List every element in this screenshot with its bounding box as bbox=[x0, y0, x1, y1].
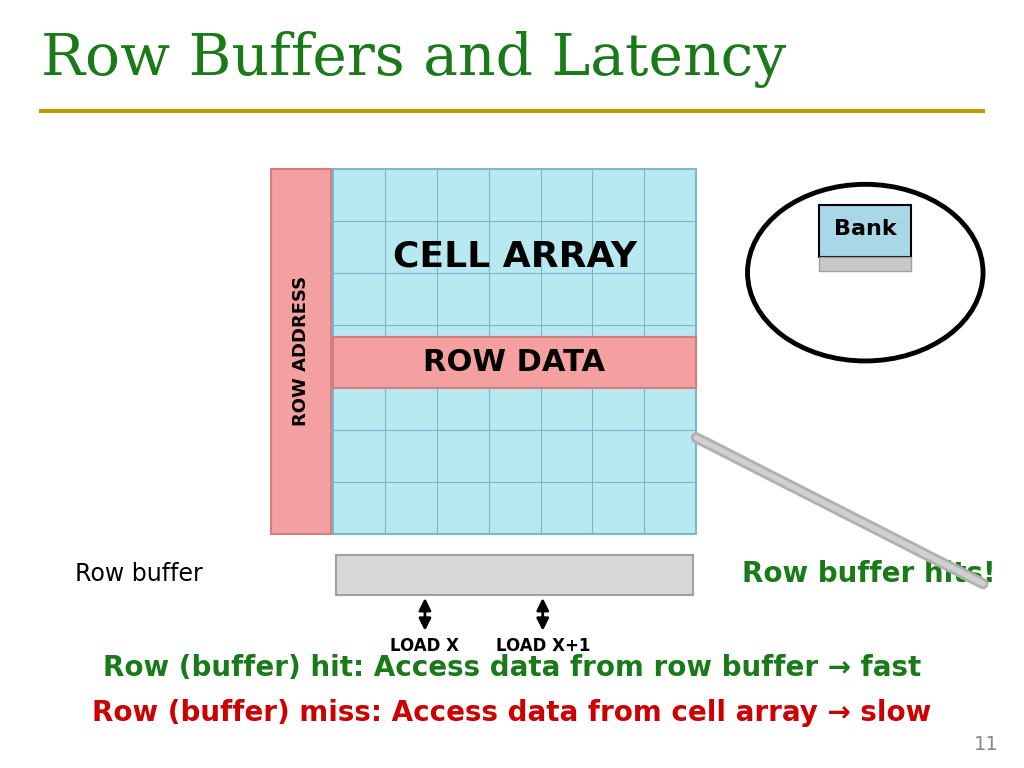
Bar bbox=[333, 169, 696, 534]
Text: Row buffer hits!: Row buffer hits! bbox=[742, 561, 996, 588]
Text: Row buffer: Row buffer bbox=[75, 562, 203, 587]
Text: CELL ARRAY: CELL ARRAY bbox=[392, 240, 637, 273]
Text: Row (buffer) miss: Access data from cell array → slow: Row (buffer) miss: Access data from cell… bbox=[92, 699, 932, 727]
Text: LOAD X+1: LOAD X+1 bbox=[496, 637, 590, 655]
Circle shape bbox=[748, 184, 983, 361]
Text: Row (buffer) hit: Access data from row buffer → fast: Row (buffer) hit: Access data from row b… bbox=[102, 654, 922, 682]
Text: LOAD X: LOAD X bbox=[390, 637, 460, 655]
Text: ROW ADDRESS: ROW ADDRESS bbox=[292, 276, 310, 426]
Bar bbox=[333, 337, 696, 388]
Text: Bank: Bank bbox=[834, 219, 897, 239]
Bar bbox=[819, 205, 911, 257]
Bar bbox=[819, 257, 911, 271]
Bar bbox=[271, 169, 331, 534]
Text: 11: 11 bbox=[974, 735, 998, 754]
Text: Row Buffers and Latency: Row Buffers and Latency bbox=[41, 31, 786, 88]
Text: ROW DATA: ROW DATA bbox=[424, 348, 605, 377]
Bar bbox=[336, 555, 693, 595]
